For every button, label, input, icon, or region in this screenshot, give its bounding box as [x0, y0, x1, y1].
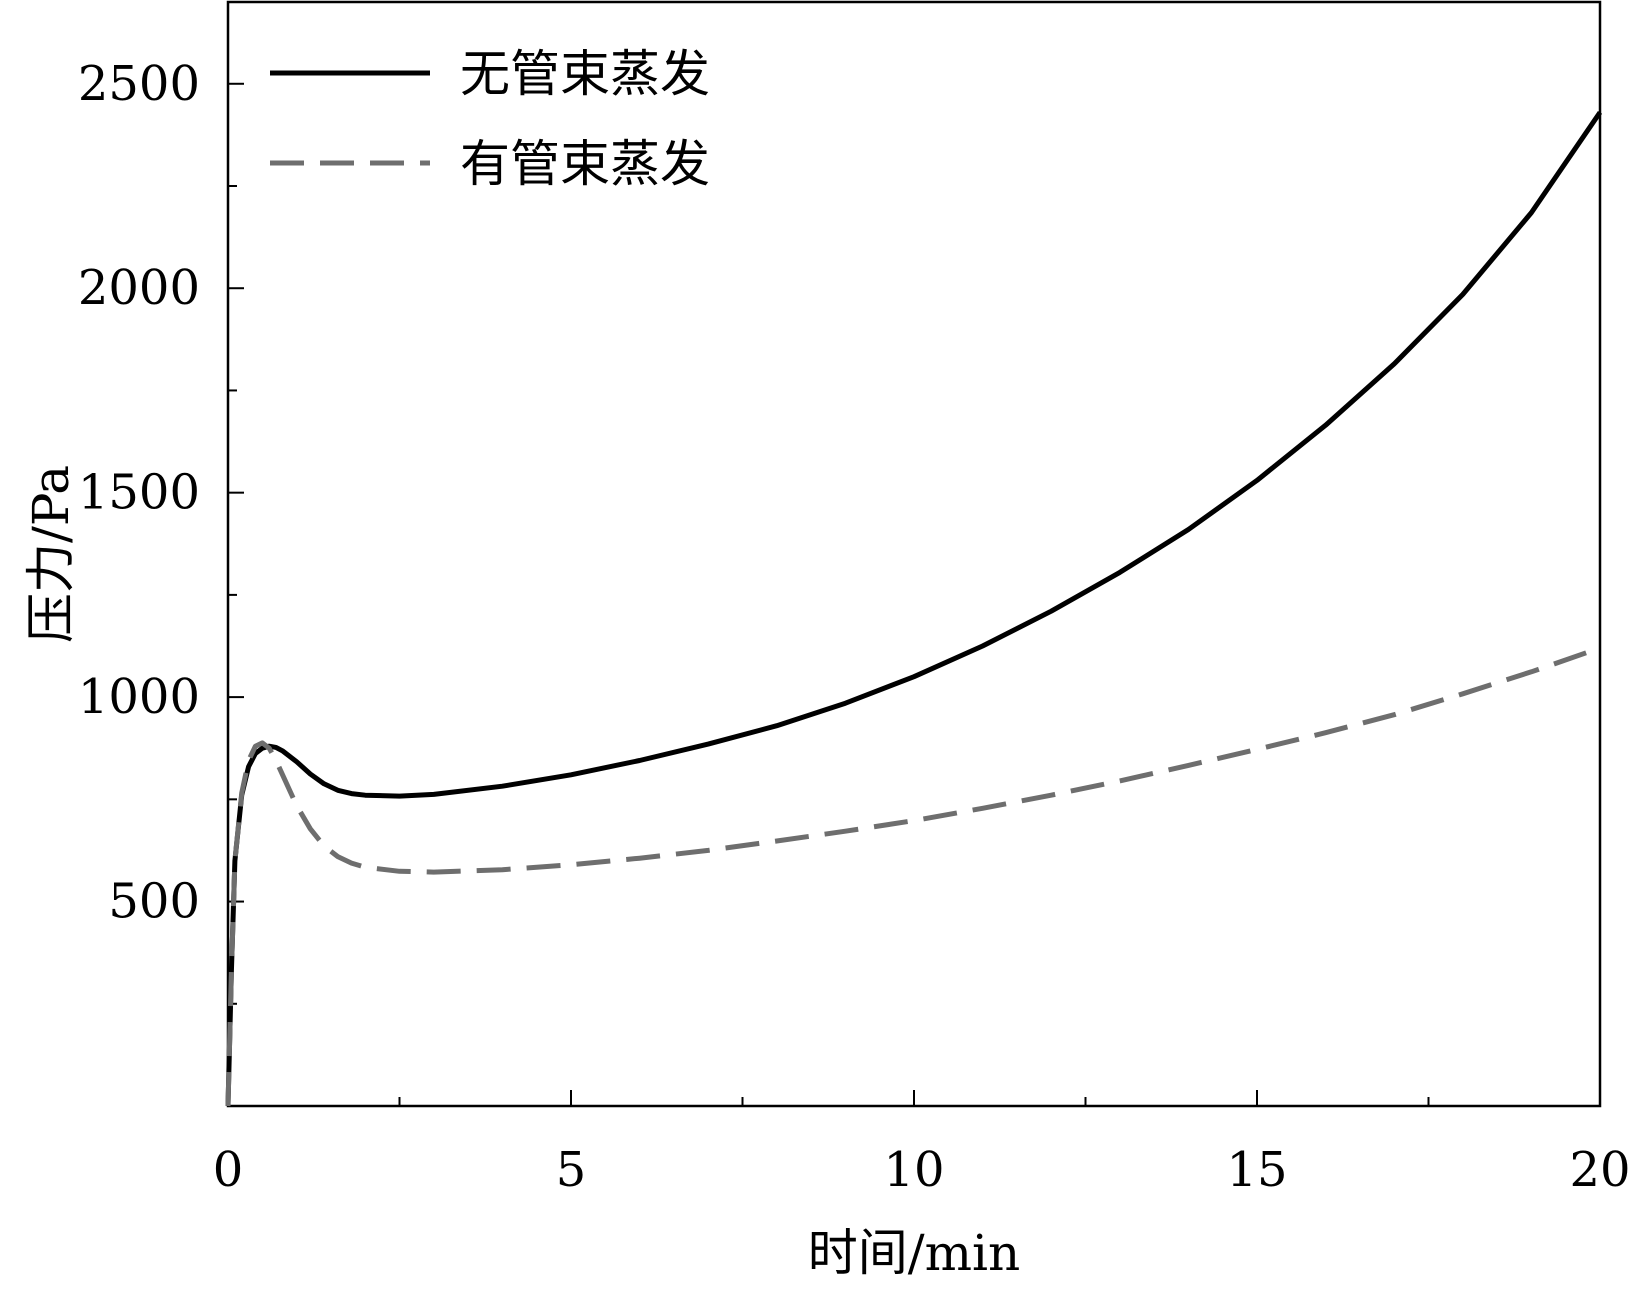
series-layer — [225, 110, 1603, 1107]
labels-layer: 0 5 10 15 20 500 1000 1500 2000 2500 时间/min 压力/Pa — [22, 56, 1631, 1282]
series-line-no-tube-bundle — [225, 110, 1603, 1107]
x-tick-label: 20 — [1569, 1142, 1630, 1198]
x-tick-label: 0 — [213, 1142, 244, 1198]
plot-frame — [226, 0, 1602, 1108]
legend-label: 无管束蒸发 — [460, 45, 710, 103]
x-tick-label: 15 — [1226, 1142, 1287, 1198]
legend-label: 有管束蒸发 — [460, 135, 710, 193]
axes-layer — [226, 0, 1602, 1108]
x-tick-label: 5 — [556, 1142, 587, 1198]
y-axis-title: 压力/Pa — [22, 465, 80, 643]
y-tick-label: 2000 — [78, 260, 200, 316]
x-axis-title: 时间/min — [808, 1224, 1020, 1282]
series-line-with-tube-bundle — [225, 645, 1601, 1107]
y-tick-label: 2500 — [78, 56, 200, 112]
x-tick-label: 10 — [883, 1142, 944, 1198]
y-tick-label: 1500 — [78, 465, 200, 521]
y-tick-label: 500 — [108, 874, 200, 930]
y-tick-label: 1000 — [78, 669, 200, 725]
